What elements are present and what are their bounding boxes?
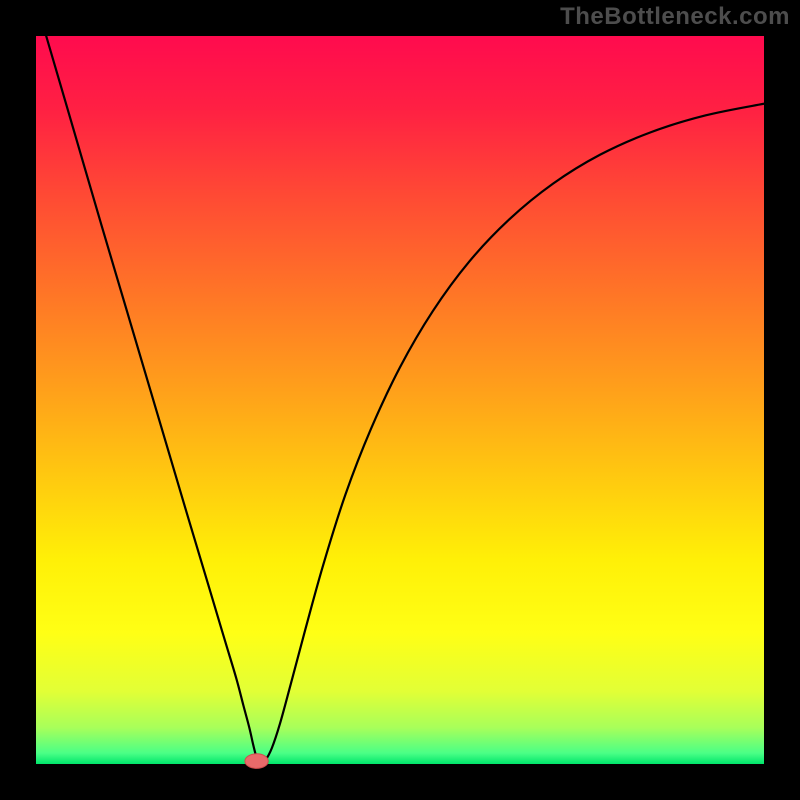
minimum-marker-dot [245, 754, 268, 769]
plot-background [36, 36, 764, 764]
bottleneck-chart [0, 0, 800, 800]
chart-frame: TheBottleneck.com [0, 0, 800, 800]
minimum-marker [245, 754, 268, 769]
watermark-text: TheBottleneck.com [560, 3, 790, 31]
